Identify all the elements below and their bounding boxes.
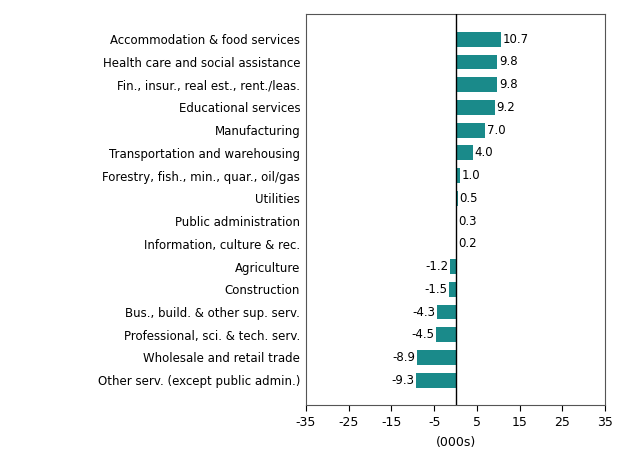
Bar <box>456 214 457 228</box>
Text: -1.5: -1.5 <box>424 283 447 296</box>
Bar <box>417 350 456 365</box>
Text: 9.8: 9.8 <box>499 55 518 69</box>
Bar <box>456 55 497 69</box>
Text: 0.2: 0.2 <box>458 237 477 250</box>
Text: 7.0: 7.0 <box>487 123 506 137</box>
Text: -4.3: -4.3 <box>412 306 436 319</box>
Bar <box>456 168 460 183</box>
Text: 1.0: 1.0 <box>462 169 480 182</box>
Text: 0.5: 0.5 <box>459 192 478 205</box>
Text: -1.2: -1.2 <box>426 260 449 273</box>
Bar <box>416 373 456 388</box>
Text: -9.3: -9.3 <box>391 374 414 387</box>
Bar <box>456 100 495 115</box>
Bar <box>451 259 456 274</box>
Bar <box>456 145 472 160</box>
Text: -4.5: -4.5 <box>412 328 434 341</box>
Bar <box>456 123 485 137</box>
Text: -8.9: -8.9 <box>392 351 416 364</box>
Text: 4.0: 4.0 <box>474 146 493 159</box>
Text: 0.3: 0.3 <box>459 214 477 227</box>
Bar <box>437 305 456 319</box>
Bar <box>456 191 457 206</box>
Text: 9.2: 9.2 <box>497 101 515 114</box>
Bar <box>449 282 456 297</box>
Text: 10.7: 10.7 <box>503 33 529 46</box>
Bar <box>456 77 497 92</box>
Bar <box>456 32 501 47</box>
X-axis label: (000s): (000s) <box>436 436 475 449</box>
Bar <box>436 328 456 342</box>
Text: 9.8: 9.8 <box>499 78 518 91</box>
